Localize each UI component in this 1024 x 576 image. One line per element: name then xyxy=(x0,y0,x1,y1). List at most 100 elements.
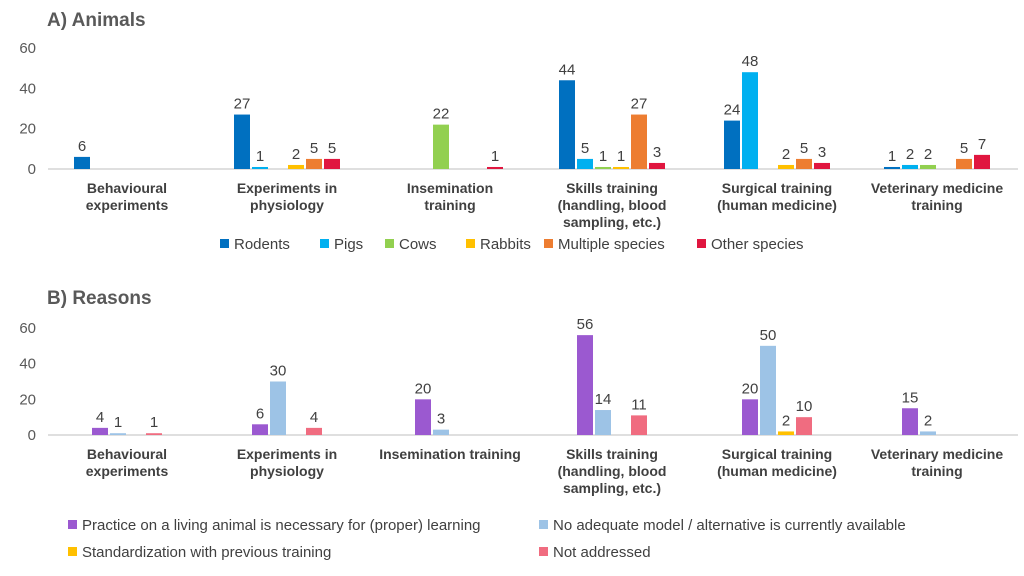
data-label: 44 xyxy=(559,61,576,78)
data-label: 27 xyxy=(631,96,648,113)
chart-title-0: A) Animals xyxy=(47,10,146,31)
data-label: 1 xyxy=(150,414,158,431)
data-label: 20 xyxy=(742,380,759,397)
data-label: 7 xyxy=(978,136,986,153)
legend-label: Pigs xyxy=(334,236,363,253)
legend-swatch xyxy=(539,547,548,556)
category-label: (human medicine) xyxy=(717,197,837,213)
bar xyxy=(324,158,340,169)
data-label: 6 xyxy=(256,405,264,422)
legend-label: Cows xyxy=(399,236,437,253)
data-label: 48 xyxy=(742,53,759,70)
legend-swatch xyxy=(385,239,394,248)
bar xyxy=(902,408,918,435)
bar xyxy=(433,429,449,435)
bar xyxy=(415,399,431,435)
legend-label: Rabbits xyxy=(480,236,531,253)
data-label: 27 xyxy=(234,96,251,113)
bar xyxy=(724,120,740,169)
legend-label: Multiple species xyxy=(558,236,665,253)
category-label: physiology xyxy=(250,197,324,213)
data-label: 5 xyxy=(310,140,318,157)
category-label: Surgical training xyxy=(722,180,832,196)
category-label: Insemination training xyxy=(379,446,521,462)
bar xyxy=(595,410,611,435)
bar xyxy=(433,124,449,169)
bar xyxy=(146,433,162,435)
data-label: 1 xyxy=(617,148,625,165)
bar xyxy=(649,162,665,169)
legend-swatch xyxy=(220,239,229,248)
data-label: 24 xyxy=(724,102,741,119)
data-label: 1 xyxy=(114,414,122,431)
data-label: 10 xyxy=(796,398,813,415)
category-label: Veterinary medicine xyxy=(871,446,1004,462)
data-label: 2 xyxy=(906,146,914,163)
data-label: 30 xyxy=(270,363,287,380)
bar xyxy=(902,164,918,169)
data-label: 5 xyxy=(960,140,968,157)
category-label: Behavioural xyxy=(87,446,167,462)
bar xyxy=(884,166,900,169)
legend-swatch xyxy=(697,239,706,248)
y-tick-label: 40 xyxy=(19,80,36,97)
data-label: 22 xyxy=(433,106,450,123)
data-label: 1 xyxy=(256,148,264,165)
category-label: Skills training xyxy=(566,180,658,196)
bar xyxy=(760,345,776,435)
data-label: 2 xyxy=(782,146,790,163)
bar xyxy=(742,72,758,169)
bar xyxy=(920,164,936,169)
bar xyxy=(796,417,812,435)
category-label: experiments xyxy=(86,463,169,479)
category-label: (handling, blood xyxy=(558,197,667,213)
bar xyxy=(306,427,322,435)
bar xyxy=(814,162,830,169)
category-label: training xyxy=(424,197,475,213)
legend-label: Other species xyxy=(711,236,804,253)
y-tick-label: 40 xyxy=(19,356,36,373)
data-label: 50 xyxy=(760,327,777,344)
bar xyxy=(613,166,629,169)
category-label: Experiments in xyxy=(237,180,337,196)
bar xyxy=(252,166,268,169)
y-tick-label: 60 xyxy=(19,320,36,337)
legend-swatch xyxy=(320,239,329,248)
category-label: Experiments in xyxy=(237,446,337,462)
data-label: 15 xyxy=(902,389,919,406)
data-label: 14 xyxy=(595,391,612,408)
data-label: 11 xyxy=(631,396,647,413)
legend-swatch xyxy=(539,520,548,529)
bar xyxy=(306,158,322,169)
data-label: 4 xyxy=(96,409,104,426)
y-tick-label: 60 xyxy=(19,40,36,57)
category-label: physiology xyxy=(250,463,324,479)
y-tick-label: 20 xyxy=(19,391,36,408)
legend-label: No adequate model / alternative is curre… xyxy=(553,517,906,534)
data-label: 1 xyxy=(599,148,607,165)
y-tick-label: 20 xyxy=(19,121,36,138)
category-label: Surgical training xyxy=(722,446,832,462)
category-label: Skills training xyxy=(566,446,658,462)
bar xyxy=(110,433,126,435)
data-label: 20 xyxy=(415,380,432,397)
bar xyxy=(92,427,108,435)
category-label: sampling, etc.) xyxy=(563,214,661,230)
bar xyxy=(956,158,972,169)
legend-label: Rodents xyxy=(234,236,290,253)
data-label: 3 xyxy=(437,411,445,428)
category-label: training xyxy=(911,197,962,213)
bar xyxy=(487,166,503,169)
legend-swatch xyxy=(544,239,553,248)
data-label: 4 xyxy=(310,409,318,426)
legend-label: Standardization with previous training xyxy=(82,544,331,561)
bar xyxy=(577,158,593,169)
category-label: Behavioural xyxy=(87,180,167,196)
category-label: (human medicine) xyxy=(717,463,837,479)
legend-swatch xyxy=(68,547,77,556)
chart-title-1: B) Reasons xyxy=(47,288,152,309)
legend-label: Not addressed xyxy=(553,544,651,561)
data-label: 2 xyxy=(924,146,932,163)
data-label: 5 xyxy=(328,140,336,157)
